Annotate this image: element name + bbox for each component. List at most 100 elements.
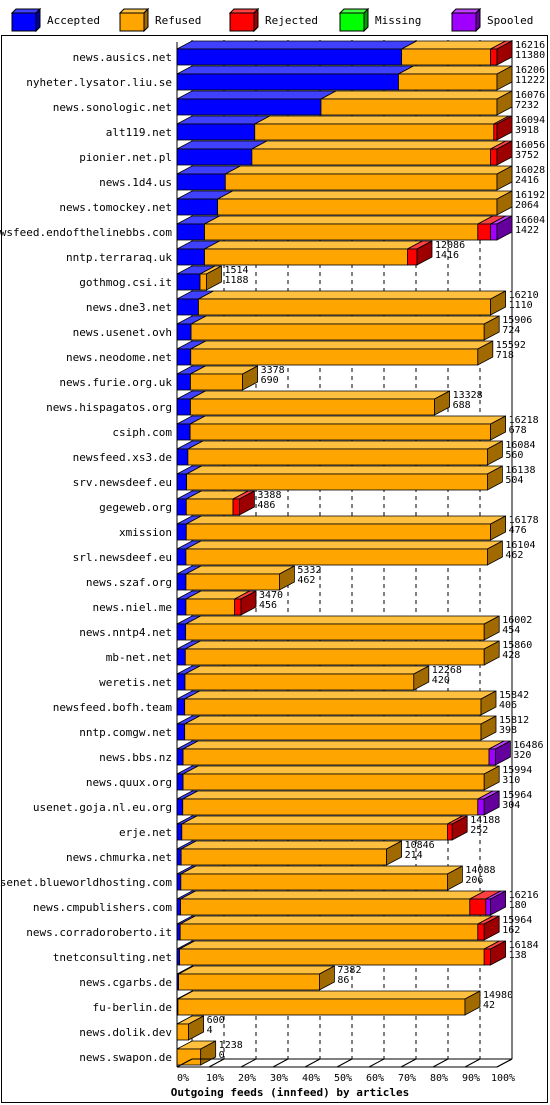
row-accepted-label: 86: [337, 975, 349, 986]
bar-segment-refused: [190, 348, 479, 366]
bar-side-face: [496, 90, 513, 116]
bar-segment-refused: [199, 273, 207, 291]
bar-segment-refused: [182, 798, 479, 816]
legend-swatch-side: [143, 7, 149, 33]
bar-side-face: [483, 615, 500, 641]
bar-segment-accepted: [176, 898, 181, 916]
x-tick-label: 10%: [206, 1073, 224, 1084]
bar-side-face: [496, 165, 513, 191]
row-total-label: 16184: [509, 940, 539, 951]
row-total-label: 16094: [515, 115, 545, 126]
row-total-label: 16206: [515, 65, 545, 76]
bar-segment-refused-top: [184, 715, 497, 725]
row-label: tnetconsulting.net: [53, 951, 172, 964]
row-accepted-label: 3752: [515, 150, 539, 161]
row-accepted-label: 1416: [435, 250, 459, 261]
bar-segment-accepted: [176, 573, 187, 591]
bar-rows: news.ausics.net1621611380nyheter.lysator…: [0, 40, 545, 1066]
bar-segment-refused-top: [190, 315, 500, 325]
row-accepted-label: 180: [509, 900, 527, 911]
row-label: news.szaf.org: [86, 576, 172, 589]
row-total-label: 15964: [502, 915, 532, 926]
x-tick-label: 0%: [177, 1073, 189, 1084]
row-total-label: 16218: [509, 415, 539, 426]
row-total-label: 14980: [483, 990, 513, 1001]
row-total-label: 12268: [432, 665, 462, 676]
legend-swatch: [451, 12, 477, 32]
legend-swatch: [11, 12, 37, 32]
bar-side-face: [483, 640, 500, 666]
bar-segment-refused: [176, 1048, 202, 1066]
bar-segment-accepted: [176, 748, 184, 766]
row-total-label: 16210: [509, 290, 539, 301]
bar-segment-refused-top: [180, 865, 463, 875]
x-tick-label: 30%: [270, 1073, 288, 1084]
bar-segment-refused: [179, 948, 485, 966]
row-accepted-label: 486: [257, 500, 275, 511]
x-tick-mark: [464, 1058, 481, 1068]
row-accepted-label: 690: [261, 375, 279, 386]
legend: Accepted Refused Rejected Missing Spooled: [10, 7, 533, 33]
bar-segment-accepted: [176, 323, 192, 341]
legend-item-spooled: Spooled: [450, 7, 533, 33]
row-label: news.neodome.net: [66, 351, 172, 364]
row-total-label: 15860: [502, 640, 532, 651]
bar-side-face: [490, 290, 507, 316]
bar-segment-refused-top: [185, 640, 500, 650]
row-accepted-label: 454: [502, 625, 520, 636]
bar-segment-accepted-top: [176, 115, 270, 125]
bar-segment-refused-top: [217, 190, 513, 200]
bar-segment-rejected: [234, 598, 242, 616]
row-label: weretis.net: [99, 676, 172, 689]
bar-segment-refused-top: [254, 115, 509, 125]
bar-segment-accepted: [176, 373, 191, 391]
bar-side-face: [464, 990, 481, 1016]
row-total-label: 12086: [435, 240, 465, 251]
bar-segment-rejected: [446, 823, 453, 841]
bar-segment-refused: [179, 923, 479, 941]
row-accepted-label: 406: [499, 700, 517, 711]
row-total-label: 16002: [502, 615, 532, 626]
bar-segment-rejected: [490, 48, 498, 66]
bar-segment-refused-top: [179, 940, 500, 950]
bar-segment-refused-top: [204, 240, 423, 250]
bar-segment-accepted: [176, 348, 192, 366]
row-total-label: 16076: [515, 90, 545, 101]
bar-segment-refused: [187, 448, 488, 466]
row-label: news.quux.org: [86, 776, 172, 789]
row-accepted-label: 462: [297, 575, 315, 586]
bar-segment-refused-top: [398, 65, 513, 75]
bar-segment-refused-top: [251, 140, 506, 150]
bar-segment-accepted: [176, 798, 184, 816]
bar-side-face: [490, 515, 507, 541]
legend-item-refused: Refused: [118, 7, 201, 33]
row-accepted-label: 476: [509, 525, 527, 536]
row-label: gothmog.csi.it: [79, 276, 172, 289]
row-accepted-label: 0: [219, 1050, 225, 1061]
row-total-label: 15842: [499, 690, 529, 701]
row-label: nntp.terraraq.uk: [66, 251, 172, 264]
bar-segment-refused-top: [187, 440, 503, 450]
row-total-label: 16056: [515, 140, 545, 151]
row-label: news.sonologic.net: [53, 101, 172, 114]
bar-segment-rejected: [477, 923, 485, 941]
legend-swatch-top: [228, 8, 260, 14]
bar-segment-accepted: [176, 848, 182, 866]
x-tick-label: 90%: [462, 1073, 480, 1084]
bar-segment-refused: [224, 173, 498, 191]
bar-segment-refused-top: [190, 390, 450, 400]
bar-side-face: [490, 890, 507, 916]
bar-segment-accepted: [176, 123, 256, 141]
x-tick-label: 60%: [366, 1073, 384, 1084]
bar-segment-refused-top: [198, 290, 506, 300]
bar-segment-accepted: [176, 648, 186, 666]
